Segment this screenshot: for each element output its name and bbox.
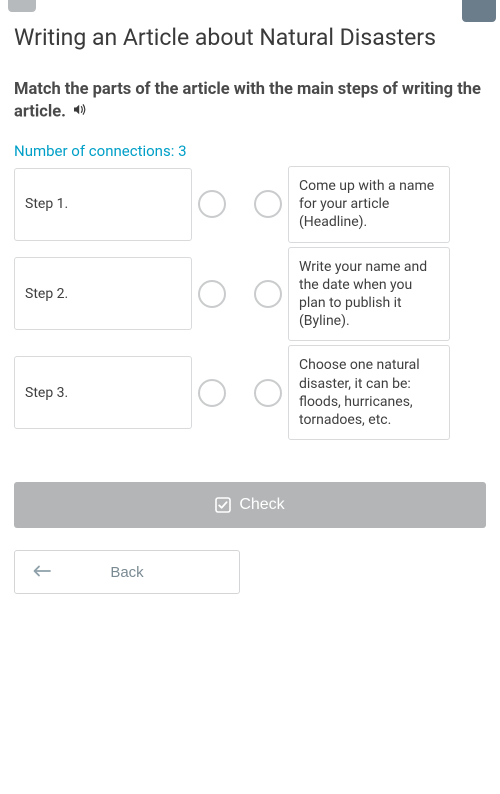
instruction-text: Match the parts of the article with the …	[14, 79, 486, 124]
connector-right[interactable]	[254, 190, 282, 218]
connector-left[interactable]	[198, 379, 226, 407]
speaker-icon[interactable]	[73, 101, 88, 123]
connections-count: Number of connections: 3	[14, 142, 486, 160]
match-row: Step 2. Write your name and the date whe…	[14, 247, 486, 342]
back-button[interactable]: Back	[14, 550, 240, 594]
left-card-step-2[interactable]: Step 2.	[14, 257, 192, 330]
left-card-label: Step 2.	[25, 285, 68, 303]
right-card-disaster[interactable]: Choose one natural disaster, it can be: …	[288, 345, 450, 440]
page-content: Writing an Article about Natural Disaste…	[0, 24, 500, 594]
check-button[interactable]: Check	[14, 482, 486, 528]
top-tab-right[interactable]	[462, 0, 496, 22]
right-card-headline[interactable]: Come up with a name for your article (He…	[288, 166, 450, 243]
check-icon	[215, 497, 231, 513]
connector-left[interactable]	[198, 190, 226, 218]
match-row: Step 1. Come up with a name for your art…	[14, 166, 486, 243]
right-card-label: Choose one natural disaster, it can be: …	[299, 356, 439, 429]
right-card-byline[interactable]: Write your name and the date when you pl…	[288, 247, 450, 342]
check-label: Check	[239, 496, 284, 514]
right-card-label: Come up with a name for your article (He…	[299, 177, 439, 232]
left-card-step-1[interactable]: Step 1.	[14, 168, 192, 241]
left-card-label: Step 3.	[25, 384, 68, 402]
window-chrome-edge	[0, 0, 500, 18]
connector-right[interactable]	[254, 280, 282, 308]
page-title: Writing an Article about Natural Disaste…	[14, 24, 486, 51]
left-card-label: Step 1.	[25, 195, 68, 213]
match-row: Step 3. Choose one natural disaster, it …	[14, 345, 486, 440]
match-area: Step 1. Come up with a name for your art…	[14, 166, 486, 440]
top-tab-left	[8, 0, 36, 12]
right-card-label: Write your name and the date when you pl…	[299, 258, 439, 331]
back-label: Back	[51, 564, 221, 581]
button-row: Check Back	[14, 482, 486, 594]
connector-right[interactable]	[254, 379, 282, 407]
left-card-step-3[interactable]: Step 3.	[14, 356, 192, 429]
connector-left[interactable]	[198, 280, 226, 308]
arrow-left-icon	[33, 564, 51, 581]
